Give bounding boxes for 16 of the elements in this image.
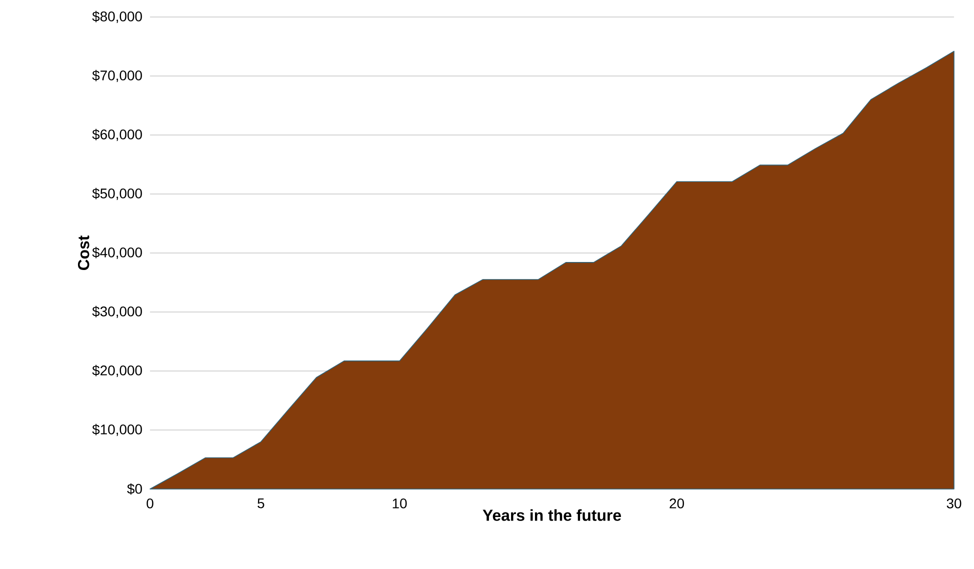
x-axis-title: Years in the future: [482, 509, 621, 521]
y-tick-label: $20,000: [92, 364, 142, 378]
x-tick-label: 5: [258, 498, 264, 508]
x-tick-label: 30: [946, 498, 962, 508]
y-tick-label: $50,000: [92, 188, 142, 200]
y-tick-label: $70,000: [92, 70, 142, 82]
y-tick-label: $0: [127, 483, 142, 495]
y-tick-label: $40,000: [92, 246, 142, 260]
y-tick-label: $80,000: [92, 10, 142, 24]
y-tick-label: $10,000: [92, 424, 142, 436]
y-axis-title: Cost: [78, 235, 90, 270]
y-tick-label: $30,000: [92, 306, 142, 318]
x-tick-label: 20: [670, 498, 684, 508]
x-tick-label: 10: [392, 498, 407, 508]
x-tick-label: 0: [146, 498, 154, 508]
y-tick-label: $60,000: [92, 128, 142, 142]
